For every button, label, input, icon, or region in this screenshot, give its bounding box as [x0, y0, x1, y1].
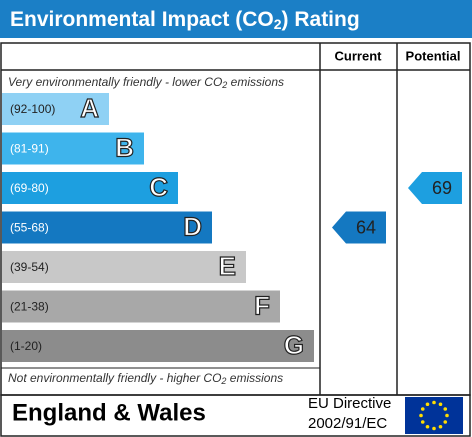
title-text: Environmental Impact (CO	[10, 8, 274, 31]
band-range: (92-100)	[10, 102, 55, 116]
eu-star	[420, 420, 425, 424]
band-bar	[2, 132, 144, 165]
eu-star	[419, 413, 423, 418]
eu-star	[443, 420, 448, 424]
note-suffix: emissions	[226, 371, 283, 385]
title-subscript: 2	[274, 16, 282, 32]
current-header: Current	[335, 48, 383, 63]
band-letter: C	[149, 172, 168, 202]
eu-star	[420, 407, 425, 411]
title-bar	[0, 0, 472, 38]
eu-stars	[419, 400, 449, 431]
band-bar	[2, 93, 109, 125]
rating-value: 69	[432, 178, 452, 198]
band-letter: E	[219, 251, 236, 281]
band-letter: G	[284, 330, 304, 360]
band-range: (21-38)	[10, 300, 49, 314]
title-suffix: ) Rating	[282, 8, 360, 31]
eu-star	[432, 426, 436, 431]
band-bar	[2, 211, 212, 244]
band-range: (1-20)	[10, 339, 42, 353]
eu-star	[438, 402, 443, 407]
note-subscript: 2	[221, 80, 227, 90]
band-bar	[2, 172, 178, 204]
eu-star	[443, 407, 448, 411]
footer-directive-number: 2002/91/EC	[308, 415, 387, 432]
band-range: (69-80)	[10, 181, 49, 195]
band-bar	[2, 251, 246, 283]
rating-value: 64	[356, 217, 376, 237]
rating-arrow	[408, 172, 462, 204]
footer-region: England & Wales	[12, 399, 206, 426]
note-text: Very environmentally friendly - lower CO	[8, 75, 222, 89]
band-bar	[2, 290, 280, 323]
note-text: Not environmentally friendly - higher CO	[8, 371, 221, 385]
top-note: Very environmentally friendly - lower CO…	[8, 75, 284, 90]
band-bar	[2, 330, 314, 362]
band-range: (55-68)	[10, 221, 49, 235]
band-range: (81-91)	[10, 142, 49, 156]
band-letter: F	[254, 290, 270, 320]
eu-star	[425, 402, 430, 407]
potential-header: Potential	[406, 48, 461, 63]
eu-star	[445, 413, 449, 418]
eu-star	[432, 400, 436, 405]
title: Environmental Impact (CO2) Rating	[10, 8, 360, 32]
band-letter: D	[183, 211, 202, 241]
footer-directive: EU Directive	[308, 395, 391, 412]
note-suffix: emissions	[227, 75, 284, 89]
eu-star	[438, 424, 443, 429]
band-letter: A	[80, 93, 99, 123]
rating-arrow	[332, 211, 386, 244]
bottom-note: Not environmentally friendly - higher CO…	[8, 371, 283, 386]
note-subscript: 2	[220, 376, 226, 386]
eu-star	[425, 424, 430, 429]
footer-border	[0, 394, 471, 437]
band-letter: B	[115, 132, 134, 162]
band-range: (39-54)	[10, 260, 49, 274]
